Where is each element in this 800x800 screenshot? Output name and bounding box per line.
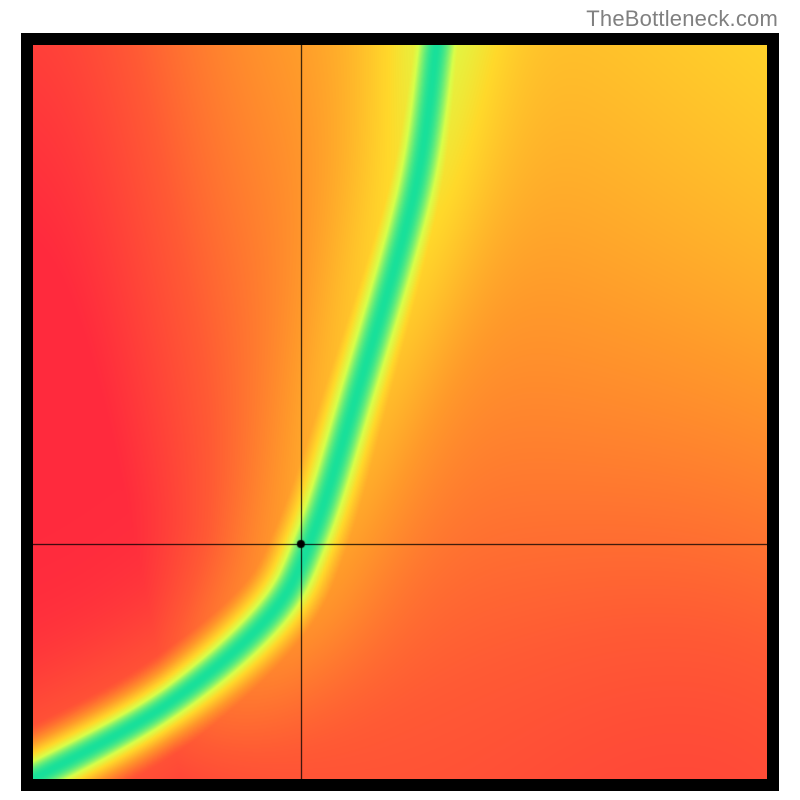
- watermark-text: TheBottleneck.com: [586, 6, 778, 32]
- crosshair-overlay: [33, 45, 767, 779]
